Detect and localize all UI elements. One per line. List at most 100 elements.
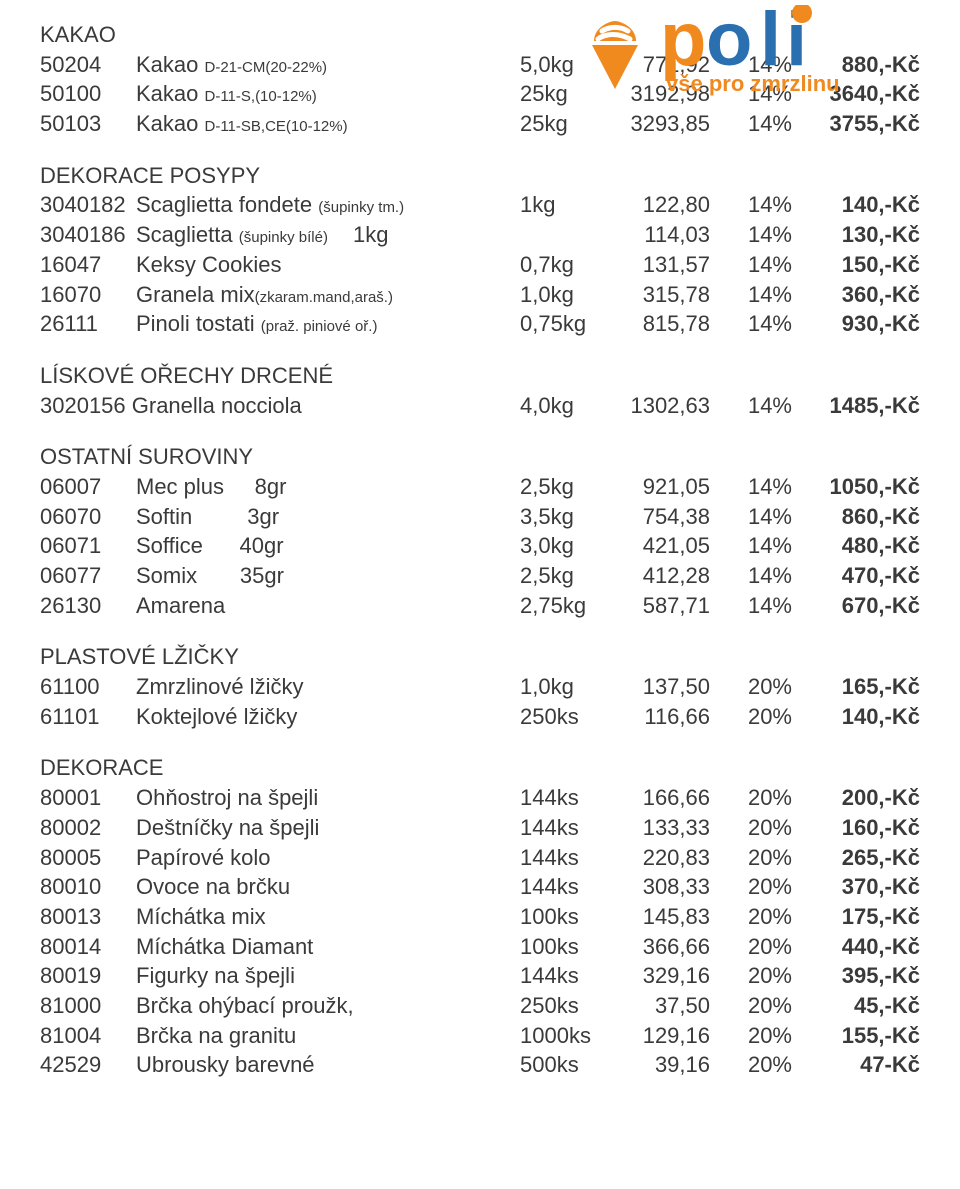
section-heading: OSTATNÍ SUROVINY xyxy=(40,442,920,472)
row-weight: 1kg xyxy=(520,190,608,220)
row-weight: 2,5kg xyxy=(520,561,608,591)
row-weight: 144ks xyxy=(520,872,608,902)
row-total: 265,-Kč xyxy=(800,843,920,873)
row-weight: 2,75kg xyxy=(520,591,608,621)
row-price: 131,57 xyxy=(612,250,722,280)
row-weight: 0,7kg xyxy=(520,250,608,280)
section-heading: DEKORACE xyxy=(40,753,920,783)
row-tax: 14% xyxy=(726,220,796,250)
row-code: 26130 xyxy=(40,591,132,621)
section-heading: PLASTOVÉ LŽIČKY xyxy=(40,642,920,672)
row-price: 220,83 xyxy=(612,843,722,873)
row-code: 06077 xyxy=(40,561,132,591)
row-code: 81000 xyxy=(40,991,132,1021)
row-total: 1050,-Kč xyxy=(800,472,920,502)
row-weight: 250ks xyxy=(520,702,608,732)
table-row: 06007Mec plus 8gr2,5kg921,0514%1050,-Kč xyxy=(40,472,920,502)
row-total: 440,-Kč xyxy=(800,932,920,962)
row-code: 3040186 xyxy=(40,220,132,250)
row-weight: 3,0kg xyxy=(520,531,608,561)
row-code: 80001 xyxy=(40,783,132,813)
row-tax: 20% xyxy=(726,902,796,932)
table-row: 80013Míchátka mix100ks145,8320%175,-Kč xyxy=(40,902,920,932)
row-total: 1485,-Kč xyxy=(800,391,920,421)
cone-icon xyxy=(580,11,650,91)
row-price: 116,66 xyxy=(612,702,722,732)
row-name-sub: D-11-S,(10-12%) xyxy=(205,88,317,105)
row-weight: 3,5kg xyxy=(520,502,608,532)
row-price: 145,83 xyxy=(612,902,722,932)
row-weight: 2,5kg xyxy=(520,472,608,502)
row-weight: 100ks xyxy=(520,932,608,962)
row-name-sub: (šupinky bílé) xyxy=(239,229,353,246)
row-tax: 14% xyxy=(726,531,796,561)
row-name: Míchátka Diamant xyxy=(136,932,516,962)
row-total: 140,-Kč xyxy=(800,702,920,732)
row-weight: 1000ks xyxy=(520,1021,608,1051)
row-code-name: 3020156 Granella nocciola xyxy=(40,391,516,421)
row-price: 137,50 xyxy=(612,672,722,702)
row-price: 166,66 xyxy=(612,783,722,813)
row-name: Brčka na granitu xyxy=(136,1021,516,1051)
row-code: 16070 xyxy=(40,280,132,310)
table-row: 61100Zmrzlinové lžičky1,0kg137,5020%165,… xyxy=(40,672,920,702)
row-code: 80005 xyxy=(40,843,132,873)
table-row: 80019Figurky na špejli144ks329,1620%395,… xyxy=(40,961,920,991)
row-tax: 20% xyxy=(726,991,796,1021)
table-row: 80005Papírové kolo144ks220,8320%265,-Kč xyxy=(40,843,920,873)
row-total: 45,-Kč xyxy=(800,991,920,1021)
row-tax: 14% xyxy=(726,190,796,220)
row-code: 26111 xyxy=(40,309,132,339)
row-weight: 144ks xyxy=(520,813,608,843)
row-name-sub: (šupinky tm.) xyxy=(318,199,404,216)
table-row: 80002Deštníčky na špejli144ks133,3320%16… xyxy=(40,813,920,843)
row-tax: 14% xyxy=(726,502,796,532)
row-code: 06007 xyxy=(40,472,132,502)
row-code: 16047 xyxy=(40,250,132,280)
row-code: 50103 xyxy=(40,109,132,139)
row-price: 1302,63 xyxy=(612,391,722,421)
table-row: 80001Ohňostroj na špejli144ks166,6620%20… xyxy=(40,783,920,813)
row-price: 39,16 xyxy=(612,1050,722,1080)
row-weight: 144ks xyxy=(520,843,608,873)
brand-logo: p o l i vše pro zmrzlinu xyxy=(580,5,920,97)
row-name: Softin 3gr xyxy=(136,502,516,532)
row-code: 42529 xyxy=(40,1050,132,1080)
row-name-sub: (zkaram.mand,araš.) xyxy=(255,289,393,306)
row-name: Keksy Cookies xyxy=(136,250,516,280)
row-tax: 20% xyxy=(726,672,796,702)
section: OSTATNÍ SUROVINY06007Mec plus 8gr2,5kg92… xyxy=(40,442,920,620)
table-row: 50103Kakao D-11-SB,CE(10-12%) 25kg3293,8… xyxy=(40,109,920,139)
row-name: Papírové kolo xyxy=(136,843,516,873)
row-tax: 14% xyxy=(726,591,796,621)
row-weight: 144ks xyxy=(520,783,608,813)
row-total: 930,-Kč xyxy=(800,309,920,339)
row-name-sub: D-21-CM(20-22%) xyxy=(205,59,328,76)
row-name: Brčka ohýbací proužk, xyxy=(136,991,516,1021)
row-name: Míchátka mix xyxy=(136,902,516,932)
row-name: Kakao D-11-SB,CE(10-12%) xyxy=(136,109,516,139)
row-code: 80010 xyxy=(40,872,132,902)
row-name: Kakao D-11-S,(10-12%) xyxy=(136,79,516,109)
row-total: 150,-Kč xyxy=(800,250,920,280)
row-tax: 20% xyxy=(726,783,796,813)
row-tax: 20% xyxy=(726,1050,796,1080)
row-price: 329,16 xyxy=(612,961,722,991)
row-name: Scaglietta fondete (šupinky tm.) xyxy=(136,190,516,220)
row-price: 921,05 xyxy=(612,472,722,502)
row-total: 165,-Kč xyxy=(800,672,920,702)
table-row: 16047Keksy Cookies0,7kg131,5714%150,-Kč xyxy=(40,250,920,280)
table-row: 06070Softin 3gr3,5kg754,3814%860,-Kč xyxy=(40,502,920,532)
row-name-sub: (praž. piniové oř.) xyxy=(261,318,378,335)
table-row: 06071Soffice 40gr3,0kg421,0514%480,-Kč xyxy=(40,531,920,561)
row-name: Scaglietta (šupinky bílé) 1kg xyxy=(136,220,516,250)
row-total: 160,-Kč xyxy=(800,813,920,843)
row-price: 815,78 xyxy=(612,309,722,339)
row-tax: 20% xyxy=(726,813,796,843)
section-heading: LÍSKOVÉ OŘECHY DRCENÉ xyxy=(40,361,920,391)
row-total: 140,-Kč xyxy=(800,190,920,220)
row-name: Zmrzlinové lžičky xyxy=(136,672,516,702)
row-tax: 20% xyxy=(726,1021,796,1051)
row-tax: 20% xyxy=(726,702,796,732)
table-row: 06077Somix 35gr2,5kg412,2814%470,-Kč xyxy=(40,561,920,591)
